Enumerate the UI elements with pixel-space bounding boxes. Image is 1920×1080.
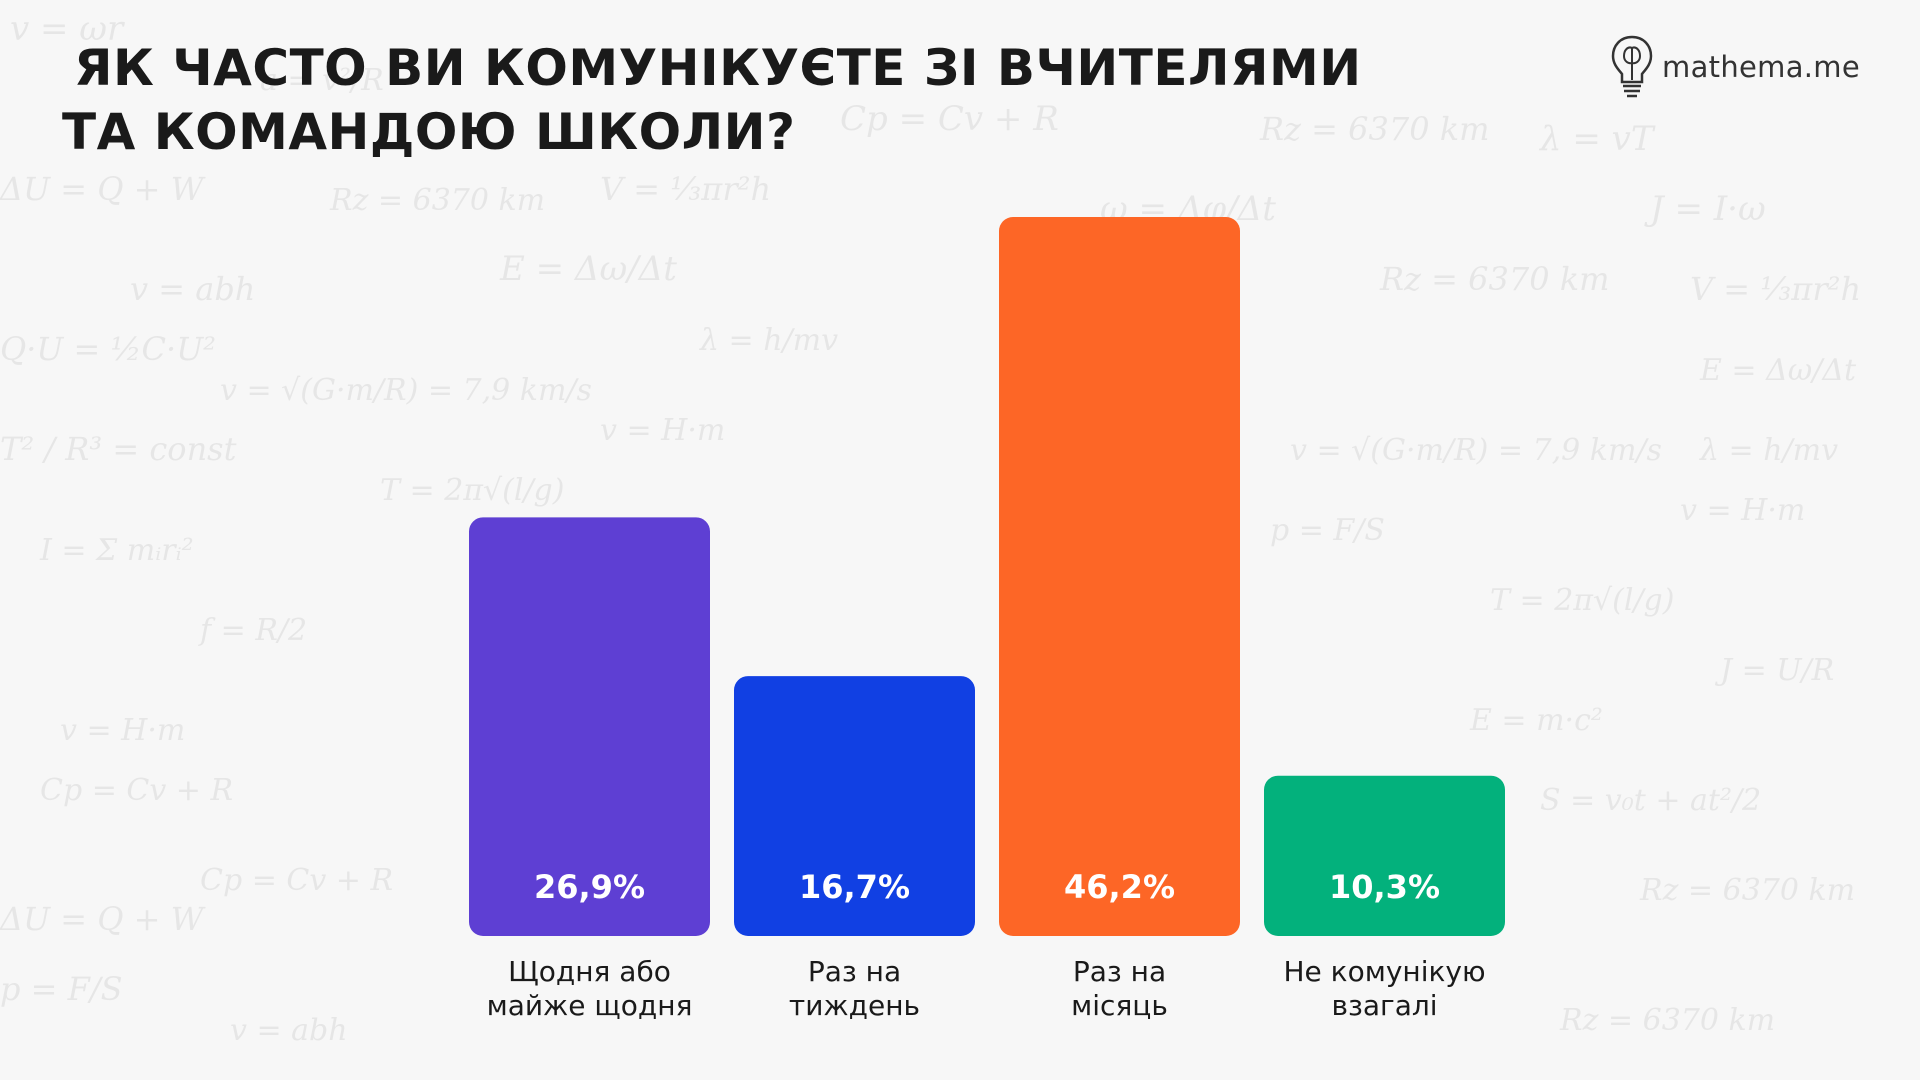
bar-3	[999, 217, 1240, 936]
svg-text:S = v₀t + at²/2: S = v₀t + at²/2	[1540, 783, 1761, 818]
page-title: ЯК ЧАСТО ВИ КОМУНІКУЄТЕ ЗІ ВЧИТЕЛЯМИ ТА …	[62, 36, 1362, 164]
svg-text:J = U/R: J = U/R	[1714, 653, 1834, 688]
svg-text:λ = h/mv: λ = h/mv	[1699, 433, 1838, 468]
svg-text:p = F/S: p = F/S	[0, 970, 123, 1008]
svg-text:a = v²/R: a = v²/R	[260, 63, 384, 98]
svg-text:T = 2π√(l/g): T = 2π√(l/g)	[380, 473, 564, 508]
bar-4	[1264, 775, 1505, 936]
svg-text:T² / R³ = const: T² / R³ = const	[0, 430, 237, 468]
bar-2	[734, 676, 975, 936]
category-label-2: Раз на тиждень	[789, 955, 920, 1022]
svg-text:λ = vT: λ = vT	[1538, 119, 1656, 159]
title-line-1: ЯК ЧАСТО ВИ КОМУНІКУЄТЕ ЗІ ВЧИТЕЛЯМИ	[74, 39, 1362, 97]
bar-value-label-2: 16,7%	[799, 868, 910, 906]
svg-text:V = ⅓πr²h: V = ⅓πr²h	[600, 170, 771, 208]
svg-text:Rz = 6370 km: Rz = 6370 km	[1259, 110, 1489, 148]
svg-text:v = √(G·m/R) = 7,9 km/s: v = √(G·m/R) = 7,9 km/s	[220, 373, 592, 408]
svg-text:f = R/2: f = R/2	[198, 613, 307, 648]
svg-text:v = abh: v = abh	[230, 1013, 348, 1048]
svg-text:Cp = Cv + R: Cp = Cv + R	[840, 99, 1059, 139]
svg-text:Rz = 6370 km: Rz = 6370 km	[1379, 260, 1609, 298]
logo-text: mathema.me	[1662, 50, 1860, 84]
svg-text:λ = h/mv: λ = h/mv	[699, 323, 838, 358]
svg-text:E = Δω/Δt: E = Δω/Δt	[499, 249, 677, 289]
svg-text:p = F/S: p = F/S	[1270, 513, 1385, 548]
svg-text:Rz = 6370 km: Rz = 6370 km	[1559, 1003, 1775, 1038]
svg-text:v = ωr: v = ωr	[10, 9, 125, 49]
bar-1	[469, 517, 710, 936]
svg-text:I = Σ mᵢrᵢ²: I = Σ mᵢrᵢ²	[39, 533, 194, 568]
svg-text:T = 2π√(l/g): T = 2π√(l/g)	[1490, 583, 1674, 618]
svg-text:v = H·m: v = H·m	[1680, 493, 1805, 528]
svg-text:J = I·ω: J = I·ω	[1644, 189, 1766, 229]
svg-text:ΔU = Q + W: ΔU = Q + W	[0, 170, 207, 208]
svg-text:Rz = 6370 km: Rz = 6370 km	[1639, 873, 1855, 908]
svg-text:ΔU = Q + W: ΔU = Q + W	[0, 900, 207, 938]
svg-text:v = H·m: v = H·m	[600, 413, 725, 448]
svg-text:v = H·m: v = H·m	[60, 713, 185, 748]
bar-value-label-1: 26,9%	[534, 868, 645, 906]
svg-text:Q·U = ½C·U²: Q·U = ½C·U²	[0, 330, 216, 368]
category-label-3: Раз на місяць	[1071, 955, 1168, 1022]
svg-text:Cp = Cv + R: Cp = Cv + R	[40, 773, 233, 808]
svg-text:E = m·c²: E = m·c²	[1469, 703, 1603, 738]
bar-value-label-3: 46,2%	[1064, 868, 1175, 906]
svg-text:Rz = 6370 km: Rz = 6370 km	[329, 183, 545, 218]
svg-text:V = ⅓πr²h: V = ⅓πr²h	[1690, 270, 1861, 308]
brand-logo: mathema.me	[1610, 34, 1860, 100]
svg-text:Cp = Cv + R: Cp = Cv + R	[200, 863, 393, 898]
svg-text:E = Δω/Δt: E = Δω/Δt	[1699, 353, 1857, 388]
category-label-4: Не комунікую взагалі	[1283, 955, 1485, 1022]
title-line-2: ТА КОМАНДОЮ ШКОЛИ?	[62, 103, 796, 161]
svg-text:v = √(G·m/R) = 7,9 km/s: v = √(G·m/R) = 7,9 km/s	[1290, 433, 1662, 468]
category-label-1: Щодня або майже щодня	[487, 955, 693, 1022]
lightbulb-brain-icon	[1611, 35, 1653, 98]
svg-text:v = abh: v = abh	[130, 270, 255, 308]
bar-value-label-4: 10,3%	[1329, 868, 1440, 906]
